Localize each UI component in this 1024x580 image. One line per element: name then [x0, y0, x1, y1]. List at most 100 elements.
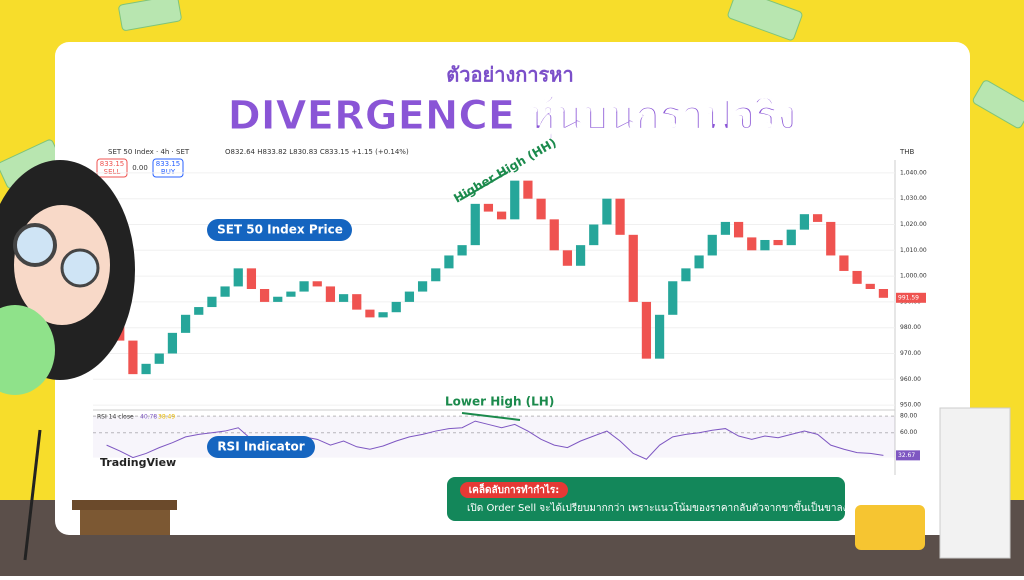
buy-box[interactable] [152, 158, 184, 178]
candle-body [826, 221, 836, 256]
candle-body [786, 229, 796, 246]
candle-body [483, 203, 494, 212]
candle-body [444, 255, 454, 269]
character-decor [0, 160, 135, 395]
sell-label: SELL [104, 168, 121, 176]
candle-body [233, 268, 243, 287]
candle-body [496, 211, 507, 220]
candle-body [641, 301, 652, 359]
candle-body [549, 219, 559, 251]
buy-price: 833.15 [156, 160, 181, 168]
candle-body [457, 245, 467, 256]
candle-body [365, 309, 375, 318]
rsi-label: RSI Indicator [217, 440, 304, 454]
candle-body [575, 245, 586, 266]
candle-body [668, 281, 678, 315]
candle-body [760, 239, 770, 251]
y-tick-label: 1,030.00 [900, 195, 927, 202]
rsi-last-label: 32.67 [898, 452, 915, 459]
candle-body [128, 340, 138, 375]
candle-body [180, 314, 191, 333]
candle-body [865, 283, 875, 289]
candle-body [194, 307, 204, 315]
currency: THB [899, 148, 915, 156]
candle-body [312, 281, 322, 287]
sell-box[interactable] [96, 158, 128, 178]
candle-body [299, 281, 309, 292]
rsi-pill [207, 436, 315, 458]
card [55, 42, 970, 535]
rsi-value: 40.78 [140, 414, 157, 421]
y-tick-label: 970.00 [900, 350, 921, 357]
candle-body [378, 312, 388, 318]
tip-title-pill [460, 482, 568, 498]
candle-body [812, 214, 823, 222]
y-tick-label: 980.00 [900, 324, 921, 331]
candle-body [681, 268, 691, 282]
candle-body [391, 301, 401, 313]
candle-body [338, 294, 349, 302]
title: DIVERGENCE หุ้นบนกราฟจริง [228, 93, 797, 141]
y-tick-label: 1,000.00 [900, 273, 927, 280]
candle-body [510, 180, 520, 220]
candle-body [470, 203, 480, 246]
candle-body [167, 332, 178, 354]
price-pill [207, 219, 352, 241]
rsi-last-tag [896, 450, 920, 461]
candle-body [852, 270, 862, 284]
candle-body [523, 180, 533, 199]
ohlc: O832.64 H833.82 L830.83 C833.15 +1.15 (+… [225, 148, 409, 156]
candle-body [417, 281, 428, 292]
candle-body [246, 268, 257, 289]
candle-body [602, 198, 612, 225]
candle-body [273, 296, 283, 302]
candle-body [878, 289, 889, 298]
candle-body [628, 234, 638, 302]
money-decor [0, 0, 1024, 189]
candle-body [654, 314, 665, 359]
candle-body [694, 255, 704, 269]
candle-body [141, 363, 151, 375]
y-tick-label: 950.00 [900, 402, 921, 409]
lh-label: Lower High (LH) [445, 395, 554, 409]
candle-body [839, 255, 849, 271]
candle-body [325, 286, 336, 302]
candle-body [747, 237, 757, 251]
hh-line [459, 171, 509, 201]
brand: TradingView [100, 456, 176, 469]
candle-body [707, 234, 717, 256]
candle-body [207, 296, 217, 308]
candle-body [562, 250, 573, 266]
sell-price: 833.15 [100, 160, 125, 168]
y-tick-label: 960.00 [900, 376, 921, 383]
rsi-tick-label: 80.00 [900, 413, 917, 420]
spread: 0.00 [132, 164, 148, 172]
buy-label: BUY [161, 168, 176, 176]
candle-body [615, 198, 625, 235]
tip-title: เคล็ดลับการทำกำไร: [469, 482, 560, 496]
y-tick-label: 1,040.00 [900, 169, 927, 176]
candle-body [589, 224, 599, 246]
candle-body [773, 239, 783, 246]
symbol: SET 50 Index · 4h · SET [108, 148, 190, 156]
last-price-tag [896, 292, 926, 303]
tip-text: เปิด Order Sell จะได้เปรียบมากกว่า เพราะ… [467, 500, 848, 514]
candle-body [154, 353, 164, 364]
rsi-ma-value: 38.49 [158, 414, 175, 421]
furniture-decor [23, 407, 1011, 561]
subtitle: ตัวอย่างการหา [446, 63, 573, 87]
rsi-line [106, 420, 884, 460]
candle-body [536, 198, 546, 220]
y-tick-label: 1,010.00 [900, 247, 927, 254]
candle-body [259, 289, 270, 302]
lh-line [461, 412, 521, 421]
candle-body [220, 286, 230, 297]
toolbar: SET 50 Index · 4h · SET O832.64 H833.82 … [96, 148, 915, 178]
candle-body [733, 221, 744, 238]
candle-body [431, 268, 441, 282]
last-price-label: 991.59 [898, 294, 919, 301]
y-tick-label: 1,020.00 [900, 221, 927, 228]
rsi-tick-label: 60.00 [900, 429, 917, 436]
